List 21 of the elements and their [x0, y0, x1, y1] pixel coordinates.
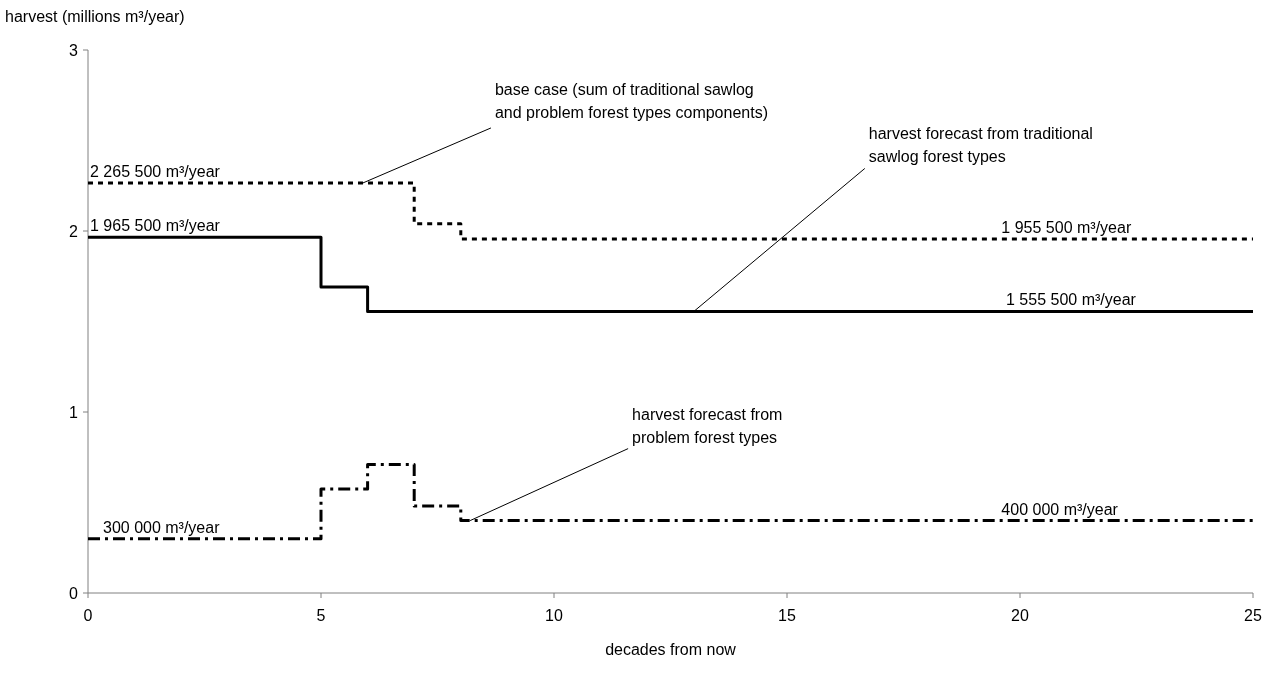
annotation: base case (sum of traditional sawlog and problem forest types components) — [494, 80, 768, 121]
y-tick-label: 3 — [69, 41, 79, 59]
x-tick-label: 10 — [545, 607, 563, 624]
x-axis-title: decades from now — [605, 641, 737, 658]
annotation: 300 000 m³/year — [102, 518, 221, 536]
x-tick-label: 20 — [1011, 607, 1029, 624]
x-tick-label: 5 — [316, 607, 326, 624]
annotation: 1 555 500 m³/year — [1006, 291, 1137, 309]
annotation: 1 965 500 m³/year — [90, 217, 221, 235]
y-axis-title: harvest (millions m³/year) — [5, 8, 185, 25]
annotation: 400 000 m³/year — [1001, 500, 1119, 518]
x-tick-label: 0 — [83, 607, 93, 624]
y-tick-label: 1 — [69, 403, 79, 421]
annotation: harvest forecast from traditional sawlog forest types — [868, 125, 1093, 166]
x-tick-label: 25 — [1244, 607, 1262, 624]
annotation: 2 265 500 m³/year — [90, 162, 221, 180]
annotation: harvest forecast from problem forest types — [632, 405, 783, 446]
y-tick-label: 0 — [69, 584, 79, 602]
y-tick-label: 2 — [69, 222, 79, 240]
annotation: 1 955 500 m³/year — [1001, 219, 1132, 237]
x-tick-label: 15 — [778, 607, 796, 624]
